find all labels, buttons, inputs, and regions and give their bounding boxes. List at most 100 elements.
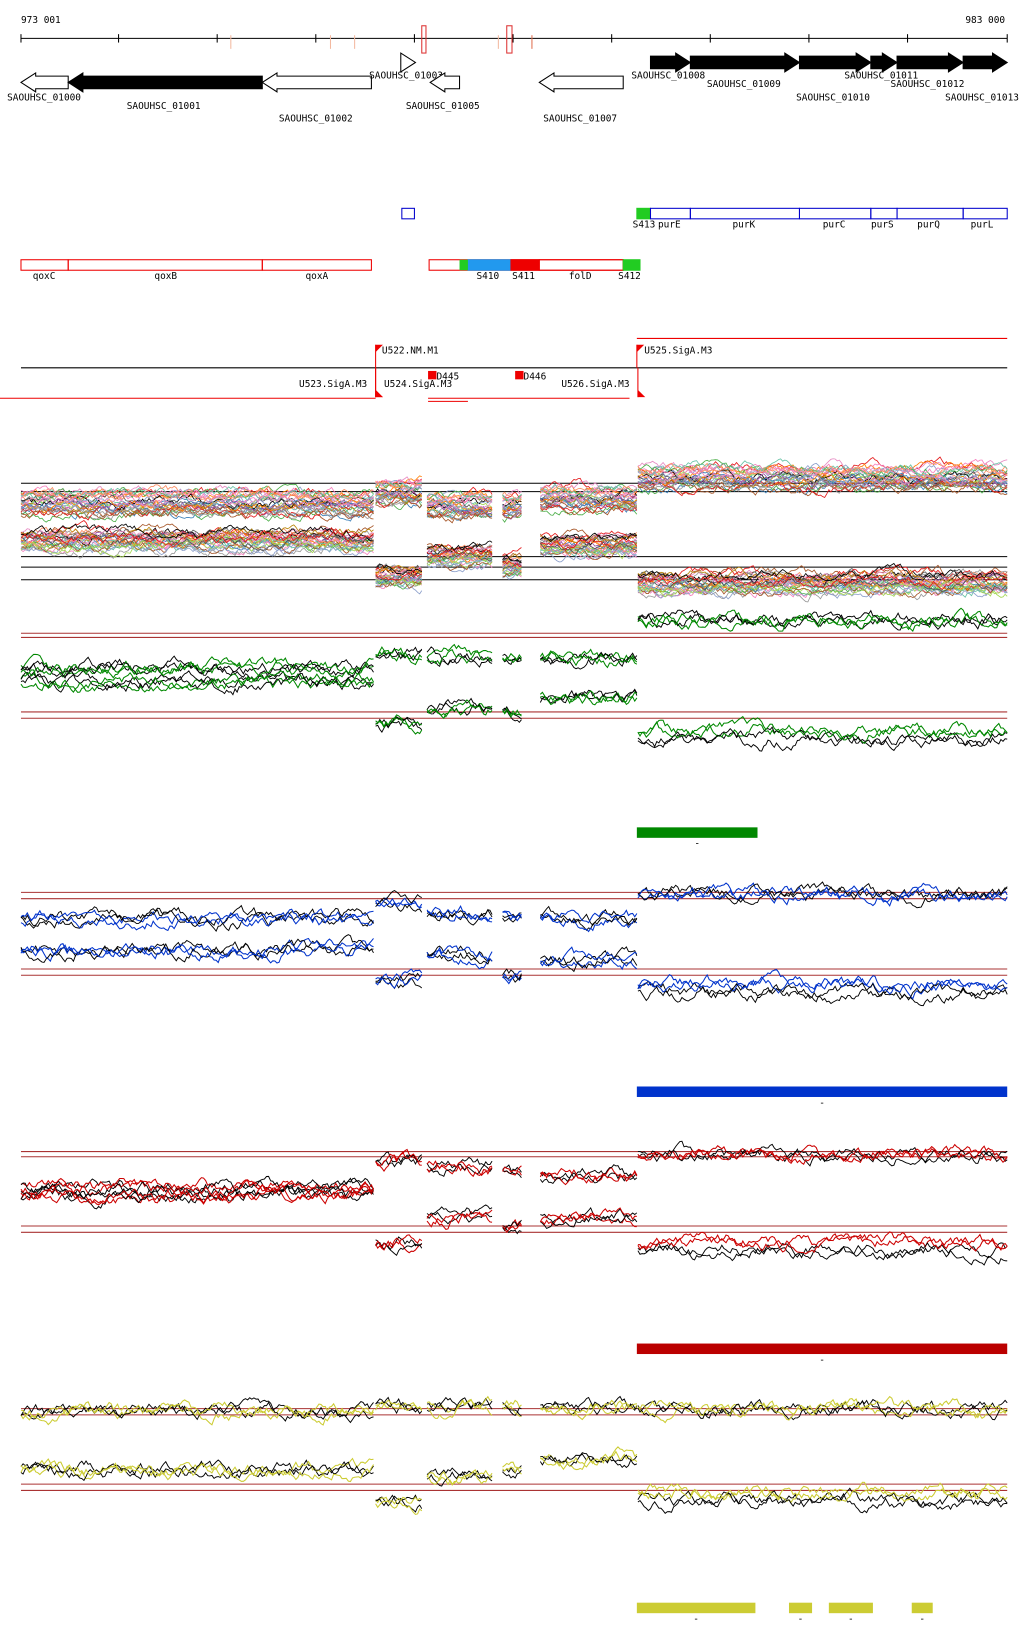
expression-profile	[637, 1145, 1008, 1166]
operon-label: qoxB	[154, 271, 177, 282]
expression-profile	[20, 538, 374, 555]
expression-profile	[539, 1164, 638, 1185]
expression-profile	[426, 1469, 493, 1487]
expression-profile	[502, 547, 522, 557]
expression-profile	[375, 1494, 423, 1507]
expression-profile	[539, 541, 638, 555]
expression-profile	[375, 647, 423, 662]
expression-profile	[20, 495, 374, 514]
gene-label: SAOUHSC_01007	[543, 114, 617, 125]
expression-profile	[637, 1143, 1008, 1163]
expression-profile	[375, 714, 422, 729]
significance-bar	[788, 1602, 813, 1614]
expression-profile	[426, 1470, 493, 1486]
expression-profile	[502, 499, 522, 511]
gene-arrow	[870, 52, 899, 73]
expression-profile	[502, 1402, 522, 1417]
operon-label: purS	[871, 220, 894, 231]
expression-profile	[539, 913, 638, 933]
gene-arrow	[538, 72, 624, 93]
gene-label: SAOUHSC_01012	[891, 79, 965, 90]
operon-box	[67, 259, 263, 271]
expression-profile	[375, 1237, 422, 1254]
expression-profile	[375, 646, 423, 666]
operon-box	[798, 207, 872, 220]
expression-profile	[502, 560, 522, 567]
expression-profile	[375, 897, 423, 910]
expression-profile	[502, 552, 522, 559]
expression-profile	[637, 726, 1008, 752]
expression-profile	[540, 1167, 638, 1182]
expression-profile	[637, 609, 1008, 631]
operon-label: qoxA	[305, 271, 328, 282]
expression-profile	[426, 494, 493, 505]
operon-box	[467, 259, 512, 271]
expression-profile	[426, 512, 493, 524]
significance-bar	[911, 1602, 933, 1614]
expression-profile	[20, 1177, 374, 1199]
operon-box	[962, 207, 1008, 220]
expression-profile	[375, 897, 423, 908]
gene-arrow	[798, 52, 872, 73]
expression-profile	[426, 1210, 493, 1228]
operon-label: purE	[658, 220, 681, 231]
expression-profile	[502, 1219, 522, 1232]
expression-profile	[375, 482, 422, 493]
expression-profile	[637, 1242, 1008, 1266]
expression-profile	[539, 909, 638, 924]
expression-profile	[637, 1487, 1008, 1514]
expression-profile	[375, 1398, 423, 1415]
expression-profile	[426, 649, 493, 666]
expression-profile	[426, 945, 493, 962]
expression-profile	[637, 1395, 1008, 1421]
expression-profile	[426, 498, 493, 512]
expression-profile	[502, 1461, 522, 1475]
operon-box	[622, 259, 641, 271]
gene-arrow	[896, 52, 965, 73]
expression-profile	[426, 544, 493, 558]
expression-profile	[637, 882, 1008, 907]
expression-profile	[375, 1495, 423, 1513]
bar-marker: -	[819, 1098, 825, 1109]
expression-profile	[637, 579, 1008, 599]
expression-profile	[540, 477, 638, 499]
operon-label: purQ	[917, 220, 940, 231]
significance-bar	[828, 1602, 873, 1614]
expression-profile	[502, 1224, 522, 1233]
expression-profile	[637, 715, 1008, 740]
expression-profile	[637, 575, 1008, 593]
expression-profile	[426, 1469, 493, 1486]
expression-profile	[375, 498, 423, 509]
expression-profile	[20, 497, 374, 514]
expression-profile	[540, 543, 638, 556]
expression-profile	[20, 506, 374, 522]
gene-arrow	[649, 52, 692, 73]
expression-profile	[426, 549, 493, 558]
expression-profile	[637, 881, 1008, 909]
expression-profile	[20, 494, 374, 513]
gene-label: SAOUHSC_01011	[844, 71, 918, 82]
expression-profile	[637, 1242, 1008, 1262]
expression-profile	[502, 568, 522, 578]
expression-profile	[502, 512, 522, 520]
gene-arrow	[962, 52, 1009, 73]
operon-box	[401, 207, 415, 220]
expression-profile	[20, 908, 374, 932]
expression-profile	[502, 707, 522, 724]
expression-profile	[637, 459, 1008, 478]
expression-profile	[426, 950, 493, 962]
gene-label: SAOUHSC_01000	[7, 93, 81, 104]
promoter-label: U525.SigA.M3	[644, 346, 712, 357]
expression-profile	[540, 534, 638, 544]
gene-arrow	[400, 52, 417, 73]
expression-profile	[375, 577, 422, 587]
gene-label: SAOUHSC_01009	[707, 79, 781, 90]
expression-profile	[637, 1398, 1008, 1424]
expression-profile	[540, 486, 637, 503]
expression-profile	[502, 561, 522, 570]
expression-profile	[426, 493, 493, 506]
expression-profile	[426, 1211, 493, 1225]
expression-profile	[540, 546, 638, 560]
expression-profile	[20, 501, 374, 519]
expression-profile	[20, 657, 374, 680]
